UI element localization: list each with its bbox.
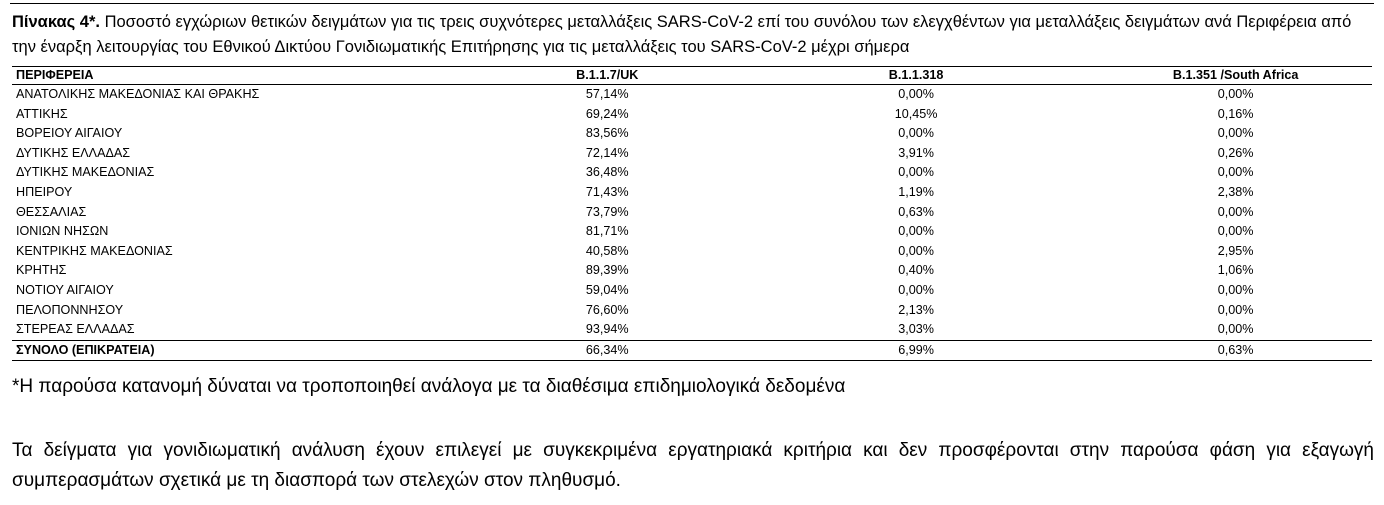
row-b11318-cell: 3,03% — [898, 322, 934, 337]
row-b1351-cell: 1,06% — [1217, 263, 1254, 278]
row-b11318-cell: 0,00% — [898, 87, 934, 101]
row-b117-cell: 71,43% — [585, 184, 629, 199]
row-b117-cell: 73,79% — [585, 204, 629, 219]
row-region-cell: ΚΡΗΤΗΣ — [16, 263, 67, 278]
row-b11318-cell: 2,13% — [898, 302, 934, 317]
table-row: ΚΕΝΤΡΙΚΗΣ ΜΑΚΕΔΟΝΙΑΣ 40,58% 0,00% 2,95% — [12, 242, 1372, 262]
row-b11318-cell: 0,00% — [898, 224, 934, 239]
row-b1351-cell: 0,00% — [1217, 282, 1254, 297]
table-caption-text: Ποσοστό εγχώριων θετικών δειγμάτων για τ… — [12, 13, 1352, 56]
row-region-cell: ΔΥΤΙΚΗΣ ΜΑΚΕΔΟΝΙΑΣ — [16, 165, 155, 180]
table-caption: Πίνακας 4*. Ποσοστό εγχώριων θετικών δει… — [12, 10, 1374, 60]
table-row: ΙΟΝΙΩΝ ΝΗΣΩΝ 81,71% 0,00% 0,00% — [12, 222, 1372, 242]
table-row: ΔΥΤΙΚΗΣ ΜΑΚΕΔΟΝΙΑΣ 36,48% 0,00% 0,00% — [12, 163, 1372, 183]
row-b1351-cell: 0,00% — [1217, 204, 1254, 219]
row-region-cell: ΚΕΝΤΡΙΚΗΣ ΜΑΚΕΔΟΝΙΑΣ — [16, 243, 173, 258]
row-region-cell: ΣΤΕΡΕΑΣ ΕΛΛΑΔΑΣ — [16, 322, 135, 337]
total-region: ΣΥΝΟΛΟ (ΕΠΙΚΡΑΤΕΙΑ) — [12, 339, 482, 362]
mutations-by-region-table: ΠΕΡΙΦΕΡΕΙΑ B.1.1.7/UK B.1.1.318 B.1.351 … — [12, 66, 1372, 362]
row-b11318-cell: 0,63% — [898, 204, 934, 219]
row-region-cell: ΔΥΤΙΚΗΣ ΕΛΛΑΔΑΣ — [16, 145, 131, 160]
header-region: ΠΕΡΙΦΕΡΕΙΑ — [12, 66, 482, 85]
row-region-cell: ΒΟΡΕΙΟΥ ΑΙΓΑΙΟΥ — [16, 126, 123, 141]
table-row: ΑΤΤΙΚΗΣ 69,24% 10,45% 0,16% — [12, 105, 1372, 125]
row-b117-cell: 76,60% — [585, 302, 629, 317]
table-row: ΘΕΣΣΑΛΙΑΣ 73,79% 0,63% 0,00% — [12, 203, 1372, 223]
previous-table-bottom-rule — [10, 0, 1374, 4]
row-b117-cell: 36,48% — [585, 165, 629, 180]
total-b1351: 0,63% — [1099, 339, 1372, 362]
row-b1351-cell: 2,95% — [1217, 243, 1254, 258]
table-row: ΠΕΛΟΠΟΝΝΗΣΟΥ 76,60% 2,13% 0,00% — [12, 301, 1372, 321]
total-b11318: 6,99% — [732, 339, 1100, 362]
row-b1351-cell: 0,00% — [1217, 126, 1254, 141]
row-b11318-cell: 1,19% — [898, 184, 934, 199]
row-b11318-cell: 0,00% — [898, 126, 934, 141]
table-body: ΑΝΑΤΟΛΙΚΗΣ ΜΑΚΕΔΟΝΙΑΣ ΚΑΙ ΘΡΑΚΗΣ 57,14% 0,… — [12, 85, 1372, 341]
row-b117-cell: 69,24% — [585, 106, 629, 121]
table-row: ΗΠΕΙΡΟΥ 71,43% 1,19% 2,38% — [12, 183, 1372, 203]
table-caption-label: Πίνακας 4*. — [12, 13, 100, 31]
table-row: ΣΤΕΡΕΑΣ ΕΛΛΑΔΑΣ 93,94% 3,03% 0,00% — [12, 320, 1372, 340]
row-region-cell: ΑΤΤΙΚΗΣ — [16, 106, 68, 121]
table-row: ΑΝΑΤΟΛΙΚΗΣ ΜΑΚΕΔΟΝΙΑΣ ΚΑΙ ΘΡΑΚΗΣ 57,14% 0,… — [12, 85, 1372, 105]
row-b11318-cell: 3,91% — [898, 145, 934, 160]
table-header-row: ΠΕΡΙΦΕΡΕΙΑ B.1.1.7/UK B.1.1.318 B.1.351 … — [12, 66, 1372, 85]
row-b11318-cell: 0,00% — [898, 165, 934, 180]
table-total-row: ΣΥΝΟΛΟ (ΕΠΙΚΡΑΤΕΙΑ) 66,34% 6,99% 0,63% — [12, 339, 1372, 362]
table-row: ΒΟΡΕΙΟΥ ΑΙΓΑΙΟΥ 83,56% 0,00% 0,00% — [12, 124, 1372, 144]
row-b11318-cell: 10,45% — [894, 106, 938, 121]
row-region-cell: ΠΕΛΟΠΟΝΝΗΣΟΥ — [16, 302, 124, 317]
row-b117-cell: 89,39% — [585, 263, 629, 278]
row-b1351-cell: 0,00% — [1217, 87, 1254, 101]
row-b117-cell: 83,56% — [585, 126, 629, 141]
row-b1351-cell: 0,00% — [1217, 224, 1254, 239]
row-b117-cell: 72,14% — [585, 145, 629, 160]
header-b1351: B.1.351 /South Africa — [1099, 66, 1372, 85]
footnote: *Η παρούσα κατανομή δύναται να τροποποιη… — [12, 376, 846, 397]
total-b117: 66,34% — [481, 339, 733, 362]
row-region-cell: ΙΟΝΙΩΝ ΝΗΣΩΝ — [16, 224, 109, 239]
row-b1351-cell: 0,16% — [1217, 106, 1254, 121]
header-b117: B.1.1.7/UK — [481, 66, 733, 85]
row-b117-cell: 40,58% — [585, 243, 629, 258]
row-b1351-cell: 0,00% — [1217, 302, 1254, 317]
row-b11318-cell: 0,00% — [898, 243, 934, 258]
row-b1351-cell: 0,26% — [1217, 145, 1254, 160]
row-region-cell: ΗΠΕΙΡΟΥ — [16, 184, 73, 199]
disclaimer-paragraph: Τα δείγματα για γονιδιωματική ανάλυση έχ… — [12, 440, 1374, 491]
row-b11318-cell: 0,00% — [898, 282, 934, 297]
row-b117-cell: 81,71% — [585, 224, 629, 239]
table-row: ΝΟΤΙΟΥ ΑΙΓΑΙΟΥ 59,04% 0,00% 0,00% — [12, 281, 1372, 301]
row-b1351-cell: 0,00% — [1217, 322, 1254, 337]
header-b11318: B.1.1.318 — [732, 66, 1100, 85]
row-b117-cell: 57,14% — [585, 87, 629, 101]
row-region-cell: ΑΝΑΤΟΛΙΚΗΣ ΜΑΚΕΔΟΝΙΑΣ ΚΑΙ ΘΡΑΚΗΣ — [16, 87, 260, 101]
table-row: ΚΡΗΤΗΣ 89,39% 0,40% 1,06% — [12, 261, 1372, 281]
row-region-cell: ΘΕΣΣΑΛΙΑΣ — [16, 204, 87, 219]
table-row: ΔΥΤΙΚΗΣ ΕΛΛΑΔΑΣ 72,14% 3,91% 0,26% — [12, 144, 1372, 164]
row-b117-cell: 93,94% — [585, 322, 629, 337]
row-b1351-cell: 2,38% — [1217, 184, 1254, 199]
row-b1351-cell: 0,00% — [1217, 165, 1254, 180]
row-b117-cell: 59,04% — [585, 282, 629, 297]
row-b11318-cell: 0,40% — [898, 263, 934, 278]
row-region-cell: ΝΟΤΙΟΥ ΑΙΓΑΙΟΥ — [16, 282, 114, 297]
